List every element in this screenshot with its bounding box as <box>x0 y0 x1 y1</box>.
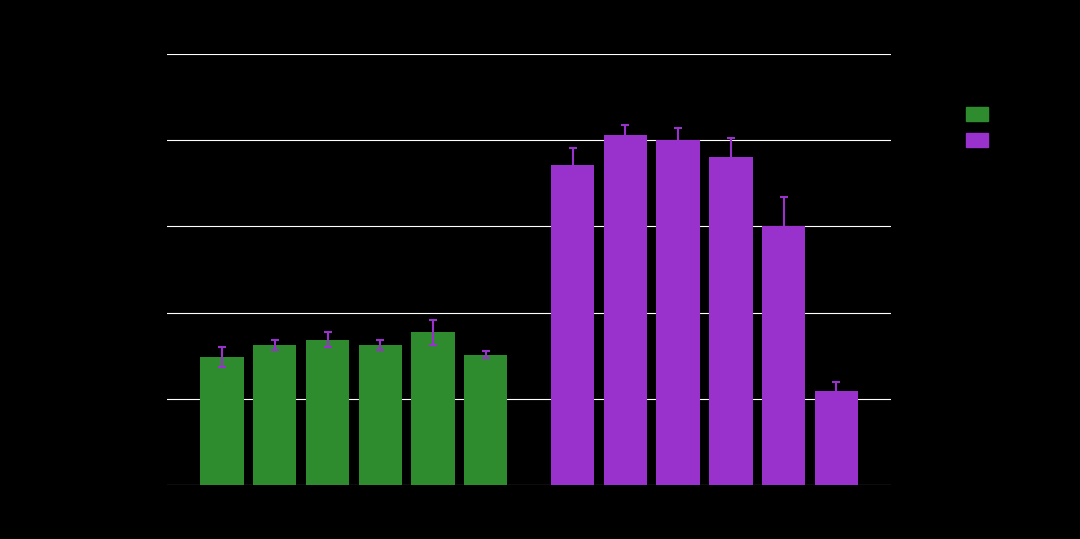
Bar <box>710 157 753 485</box>
Bar <box>253 344 297 485</box>
Bar <box>814 391 859 485</box>
Legend: , : , <box>962 103 996 151</box>
Bar <box>411 333 455 485</box>
Bar <box>306 340 349 485</box>
Bar <box>761 226 806 485</box>
Bar <box>200 357 244 485</box>
Bar <box>359 344 402 485</box>
Bar <box>657 140 700 485</box>
Bar <box>464 355 508 485</box>
Bar <box>604 135 647 485</box>
Bar <box>551 165 594 485</box>
